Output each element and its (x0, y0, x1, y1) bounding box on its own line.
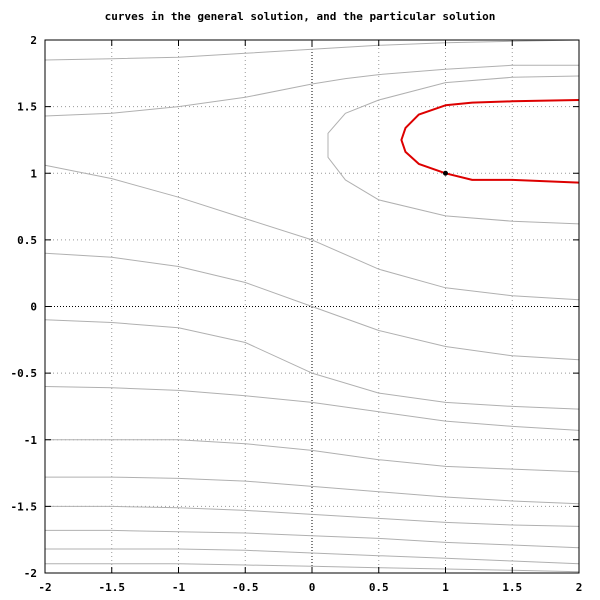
general-solution-curve (45, 505, 580, 527)
x-tick-label: 1 (442, 581, 449, 594)
x-tick-label: -1.5 (99, 581, 126, 594)
y-tick-label: -0.5 (11, 367, 38, 380)
y-tick-label: -1 (24, 434, 38, 447)
x-tick-label: -0.5 (232, 581, 259, 594)
y-tick-label: 1 (30, 167, 37, 180)
chart-title: curves in the general solution, and the … (104, 10, 496, 23)
y-tick-label: -2 (24, 567, 37, 580)
x-tick-label: 0.5 (369, 581, 389, 594)
initial-point (443, 170, 448, 176)
y-tick-label: 1.5 (17, 101, 37, 114)
x-tick-label: -2 (38, 581, 51, 594)
general-solution-curve (44, 39, 580, 61)
general-solution-curve (45, 548, 580, 565)
general-solution-curve (44, 252, 580, 361)
general-solution-curve (44, 64, 579, 117)
general-solution-curve (44, 164, 580, 301)
ticks: -2 -1.5 -1 -0.5 0 0.5 1 1.5 2 -2 -1.5 -1 -0.5 0 0.5 1 1.… (11, 34, 583, 594)
general-solution-curve (45, 563, 580, 573)
y-tick-label: 0 (30, 301, 37, 314)
general-solution-curve (45, 529, 580, 549)
general-solution-curve (45, 476, 580, 505)
x-tick-label: 1.5 (502, 581, 522, 594)
general-solution-curve (45, 439, 580, 473)
x-tick-label: 0 (309, 581, 316, 594)
general-solution-curve (44, 319, 580, 410)
x-tick-label: -1 (172, 581, 186, 594)
x-tick-label: 2 (576, 581, 583, 594)
general-solution-curve (44, 386, 580, 431)
particular-solution-curve (400, 99, 580, 184)
y-tick-label: 0.5 (17, 234, 37, 247)
y-tick-label: 2 (30, 34, 37, 47)
y-tick-label: -1.5 (11, 500, 38, 513)
general-solution-curve (327, 75, 580, 225)
curves (44, 39, 580, 573)
